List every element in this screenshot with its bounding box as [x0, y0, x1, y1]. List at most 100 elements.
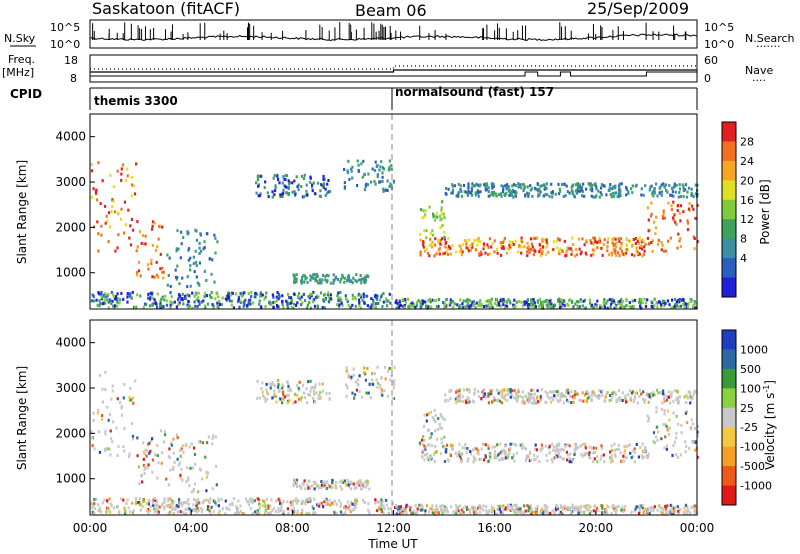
- heatmap-cell: [309, 293, 312, 296]
- heatmap-cell: [673, 297, 677, 301]
- heatmap-cell: [530, 301, 533, 305]
- heatmap-cell: [618, 299, 621, 303]
- heatmap-cell: [525, 447, 528, 451]
- heatmap-cell: [271, 508, 274, 512]
- heatmap-cell: [368, 305, 371, 309]
- heatmap-cell: [143, 472, 146, 475]
- ytick-label: 4000: [55, 336, 86, 350]
- heatmap-cell: [521, 390, 524, 394]
- heatmap-cell: [282, 397, 285, 401]
- heatmap-cell: [218, 511, 221, 515]
- heatmap-cell: [360, 487, 363, 491]
- heatmap-cell: [335, 480, 338, 484]
- heatmap-cell: [131, 511, 134, 515]
- heatmap-cell: [163, 507, 166, 511]
- heatmap-cell: [366, 482, 369, 486]
- colorbar-tick: 8: [740, 233, 747, 246]
- heatmap-cell: [589, 188, 592, 192]
- heatmap-cell: [179, 454, 183, 458]
- heatmap-cell: [299, 398, 302, 402]
- heatmap-cell: [456, 507, 459, 511]
- heatmap-cell: [603, 298, 606, 301]
- heatmap-cell: [282, 390, 285, 394]
- heatmap-cell: [455, 390, 458, 394]
- heatmap-cell: [160, 297, 163, 301]
- heatmap-cell: [692, 441, 695, 444]
- heatmap-cell: [616, 504, 619, 508]
- heatmap-cell: [528, 398, 531, 402]
- heatmap-cell: [631, 299, 634, 303]
- noise-series: [89, 22, 698, 42]
- heatmap-cell: [215, 483, 218, 487]
- heatmap-cell: [142, 457, 145, 461]
- heatmap-cell: [551, 306, 554, 310]
- heatmap-cell: [417, 299, 420, 303]
- heatmap-cell: [385, 503, 388, 507]
- heatmap-cell: [456, 454, 459, 458]
- heatmap-cell: [530, 187, 534, 191]
- heatmap-cell: [590, 183, 593, 187]
- heatmap-cell: [179, 510, 182, 514]
- heatmap-cell: [131, 434, 135, 438]
- heatmap-cell: [502, 508, 505, 512]
- heatmap-cell: [510, 193, 513, 197]
- heatmap-cell: [234, 511, 237, 515]
- heatmap-cell: [583, 504, 586, 508]
- heatmap-cell: [425, 236, 428, 240]
- heatmap-cell: [654, 232, 657, 236]
- heatmap-cell: [244, 298, 247, 302]
- heatmap-cell: [510, 504, 514, 508]
- heatmap-cell: [585, 503, 588, 507]
- heatmap-cell: [214, 251, 217, 255]
- heatmap-cell: [390, 164, 393, 168]
- heatmap-cell: [433, 460, 436, 463]
- heatmap-cell: [317, 181, 320, 185]
- heatmap-cell: [103, 295, 106, 299]
- heatmap-cell: [571, 192, 574, 196]
- heatmap-cell: [126, 174, 129, 178]
- heatmap-cell: [534, 447, 537, 451]
- heatmap-cell: [440, 208, 443, 212]
- heatmap-cell: [306, 303, 309, 307]
- heatmap-cell: [501, 190, 505, 194]
- heatmap-cell: [469, 191, 472, 194]
- heatmap-cell: [312, 276, 315, 280]
- heatmap-cell: [192, 262, 195, 266]
- heatmap-cell: [439, 452, 443, 456]
- heatmap-cell: [642, 253, 645, 257]
- heatmap-cell: [683, 506, 686, 510]
- heatmap-cell: [146, 509, 149, 512]
- heatmap-cell: [539, 184, 542, 188]
- heatmap-cell: [617, 505, 620, 509]
- heatmap-cell: [268, 300, 271, 304]
- heatmap-cell: [678, 187, 681, 191]
- heatmap-cell: [264, 399, 267, 403]
- heatmap-cell: [142, 305, 145, 309]
- heatmap-cell: [651, 249, 654, 253]
- heatmap-cell: [544, 444, 547, 448]
- heatmap-cell: [571, 458, 574, 462]
- heatmap-cell: [646, 236, 649, 240]
- heatmap-cell: [556, 393, 559, 397]
- heatmap-cell: [157, 275, 160, 279]
- colorbar-segment: [722, 349, 736, 370]
- heatmap-cell: [471, 242, 474, 246]
- heatmap-cell: [522, 189, 525, 192]
- heatmap-cell: [176, 264, 179, 268]
- heatmap-cell: [579, 399, 582, 403]
- heatmap-cell: [131, 396, 135, 400]
- heatmap-cell: [167, 504, 170, 508]
- heatmap-cell: [361, 175, 364, 179]
- heatmap-cell: [581, 237, 584, 241]
- heatmap-cell: [309, 496, 312, 500]
- heatmap-cell: [282, 175, 285, 179]
- heatmap-cell: [375, 296, 378, 300]
- heatmap-cell: [648, 393, 651, 397]
- heatmap-cell: [534, 506, 537, 510]
- heatmap-cell: [541, 184, 544, 188]
- heatmap-cell: [669, 236, 672, 240]
- heatmap-cell: [292, 512, 295, 516]
- heatmap-cell: [548, 390, 551, 394]
- heatmap-cell: [617, 251, 620, 255]
- heatmap-cell: [691, 305, 695, 309]
